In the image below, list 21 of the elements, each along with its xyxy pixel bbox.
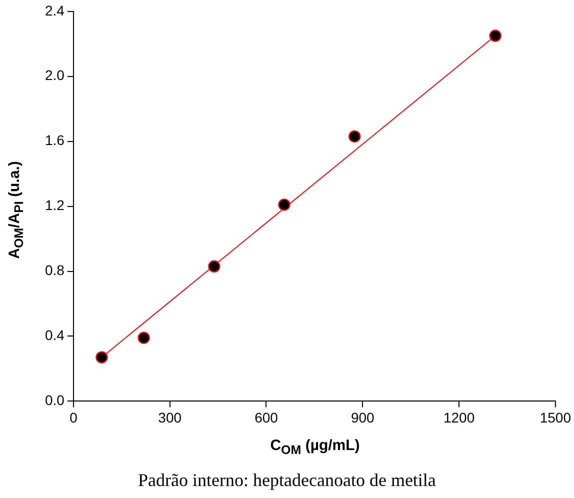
point [208, 260, 220, 272]
y-tick-label: 0.4 [44, 327, 65, 344]
x-tick-label: 600 [254, 409, 278, 426]
x-tick-label: 1200 [443, 409, 475, 426]
point [348, 130, 361, 143]
y-tick-label: 0.8 [44, 262, 65, 278]
point [278, 198, 290, 211]
point [489, 30, 502, 42]
y-tick-label: 2.4 [44, 2, 65, 18]
y-tick-label: 2.0 [44, 67, 65, 84]
x-tick-label: 1500 [540, 409, 572, 426]
point [138, 332, 150, 344]
point [96, 351, 108, 364]
x-tick-label: 900 [350, 409, 375, 426]
y-tick-label: 1.6 [44, 132, 65, 148]
x-tick-label: 300 [158, 409, 182, 426]
y-tick-label: 1.2 [44, 197, 65, 214]
x-axis-title: C$_{OM}$ (µg/mL) [270, 437, 360, 457]
y-tick-label: 0.0 [44, 392, 65, 408]
x-tick-label: 0 [70, 409, 78, 426]
text: Padrão interno: heptadecanoato de metila [137, 470, 437, 491]
